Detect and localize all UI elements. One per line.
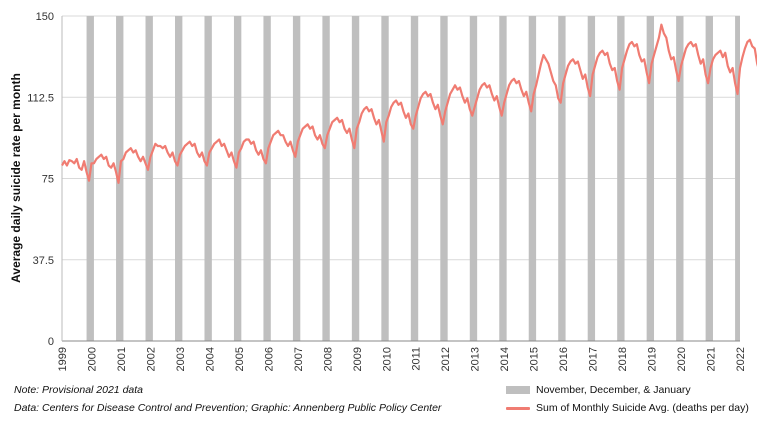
x-tick-label-2011: 2011 <box>411 347 423 371</box>
series-line-0 <box>61 23 757 184</box>
x-tick-label-2003: 2003 <box>175 347 187 371</box>
shaded-bar-11 <box>410 16 419 341</box>
x-tick-label-2006: 2006 <box>263 347 275 371</box>
x-tick-label-2021: 2021 <box>706 347 718 371</box>
shaded-bar-20 <box>676 16 684 341</box>
shaded-bar-12 <box>440 16 448 341</box>
legend-label-shaded: November, December, & January <box>536 384 691 396</box>
x-tick-label-2013: 2013 <box>470 347 482 371</box>
legend-item-line: Sum of Monthly Suicide Avg. (deaths per … <box>506 402 749 414</box>
x-tick-label-2014: 2014 <box>499 347 511 371</box>
x-tick-label-2010: 2010 <box>381 347 393 371</box>
shaded-bar-13 <box>469 16 478 341</box>
x-tick-label-2020: 2020 <box>676 347 688 371</box>
x-tick-label-2019: 2019 <box>647 347 659 371</box>
gridlines <box>62 15 740 342</box>
x-tick-label-2016: 2016 <box>558 347 570 371</box>
legend-swatch-shaded <box>506 386 530 394</box>
x-tick-label-2000: 2000 <box>86 347 98 371</box>
y-tick-label-0: 0 <box>48 336 54 348</box>
shaded-bar-9 <box>351 16 360 341</box>
x-tick-label-2009: 2009 <box>352 347 364 371</box>
x-tick-label-2002: 2002 <box>145 347 157 371</box>
y-tick-label-1: 37.5 <box>33 255 54 267</box>
shaded-bar-4 <box>204 16 212 341</box>
x-tick-label-2012: 2012 <box>440 347 452 371</box>
shaded-bar-18 <box>617 16 625 341</box>
shaded-bar-19 <box>646 16 655 341</box>
legend-swatch-line <box>506 406 530 410</box>
shaded-bar-14 <box>499 16 507 341</box>
legend-label-line: Sum of Monthly Suicide Avg. (deaths per … <box>536 402 749 414</box>
shaded-bar-10 <box>381 16 389 341</box>
shaded-bar-2 <box>145 16 153 341</box>
shaded-bar-21 <box>705 16 713 341</box>
shaded-bar-8 <box>322 16 330 341</box>
x-tick-label-2007: 2007 <box>293 347 305 371</box>
legend-item-shaded: November, December, & January <box>506 384 691 396</box>
x-tick-label-2008: 2008 <box>322 347 334 371</box>
x-tick-label-2005: 2005 <box>234 347 246 371</box>
x-tick-label-1999: 1999 <box>57 347 69 371</box>
shaded-bar-17 <box>587 16 596 341</box>
y-axis-label: Average daily suicide rate per month <box>9 73 23 283</box>
x-tick-label-2004: 2004 <box>204 347 216 371</box>
tick-labels: 0 37.5 75 112.5 150 1999 2000 2001 2002 2003 2004 2… <box>27 11 747 371</box>
y-tick-label-3: 112.5 <box>27 92 54 104</box>
x-tick-label-2018: 2018 <box>617 347 629 371</box>
axes <box>61 16 740 342</box>
x-tick-label-2015: 2015 <box>529 347 541 371</box>
shaded-bar-7 <box>292 16 301 341</box>
x-tick-label-2022: 2022 <box>735 347 747 371</box>
shaded-bar-15 <box>528 16 537 341</box>
y-tick-label-4: 150 <box>36 11 54 23</box>
x-tick-label-2001: 2001 <box>116 347 128 371</box>
note-data-source: Data: Centers for Disease Control and Pr… <box>14 402 442 414</box>
note-provisional: Note: Provisional 2021 data <box>14 384 143 396</box>
series-lines <box>61 23 757 184</box>
shaded-bar-5 <box>233 16 242 341</box>
shaded-bar-3 <box>175 16 183 341</box>
y-tick-label-2: 75 <box>42 174 54 186</box>
shaded-bar-22 <box>735 16 740 341</box>
x-tick-label-2017: 2017 <box>588 347 600 371</box>
shaded-bar-6 <box>263 16 271 341</box>
shaded-bar-16 <box>558 16 566 341</box>
